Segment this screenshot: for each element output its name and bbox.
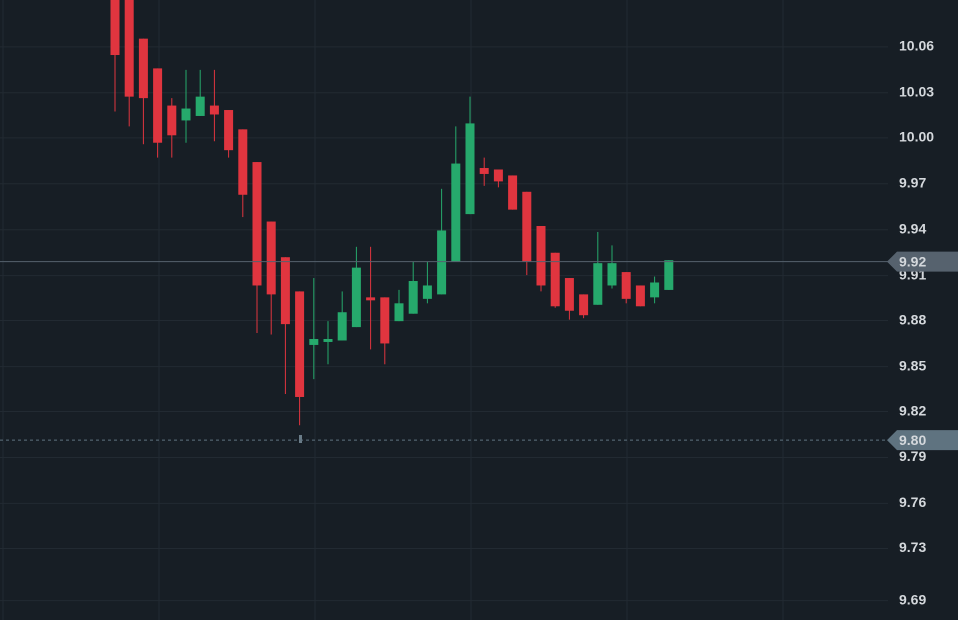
candle-body <box>309 338 319 345</box>
candle-body <box>664 260 674 290</box>
y-tick-label: 10.03 <box>899 83 934 99</box>
candle-body <box>408 281 418 314</box>
candle-body <box>138 38 148 99</box>
candle-body <box>224 110 234 151</box>
low-marker <box>299 435 302 443</box>
y-tick-label: 9.97 <box>899 174 926 190</box>
candle-body <box>550 252 560 307</box>
candle-body <box>465 123 475 215</box>
y-tick-label: 9.82 <box>899 402 926 418</box>
candle-body <box>337 312 347 341</box>
price-tag-label: 9.92 <box>899 253 926 269</box>
candle-body <box>351 267 361 328</box>
price-tag-label: 9.80 <box>899 432 926 448</box>
candle-body <box>607 263 617 286</box>
candle-body <box>564 278 574 311</box>
y-tick-label: 9.88 <box>899 311 926 327</box>
candle-body <box>493 169 503 182</box>
candle-body <box>593 263 603 305</box>
candle-body <box>323 338 333 342</box>
candle-body <box>266 221 276 295</box>
candle-body <box>295 291 305 397</box>
candle-body <box>536 225 546 286</box>
candle-body <box>110 0 120 56</box>
candle-body <box>621 272 631 299</box>
y-tick-label: 9.94 <box>899 220 926 236</box>
candle-body <box>181 108 191 121</box>
candle-body <box>650 282 660 298</box>
candle-body <box>380 297 390 344</box>
y-tick-label: 9.73 <box>899 539 926 555</box>
y-tick-label: 9.76 <box>899 494 926 510</box>
candle-body <box>394 303 404 322</box>
candle-body <box>451 163 461 262</box>
candle-body <box>252 162 262 286</box>
candle-body <box>479 168 489 174</box>
candle-body <box>437 230 447 295</box>
y-tick-label: 9.69 <box>899 591 926 607</box>
y-tick-label: 10.06 <box>899 38 934 54</box>
candle-body <box>124 0 134 97</box>
price-tag <box>887 251 958 272</box>
y-tick-label: 9.85 <box>899 357 926 373</box>
candle-body <box>366 297 376 301</box>
y-tick-label: 10.00 <box>899 129 934 145</box>
candle-body <box>508 175 518 210</box>
candle-body <box>153 68 163 143</box>
candle-body <box>167 105 177 136</box>
y-tick-label: 9.79 <box>899 448 926 464</box>
price-tag <box>887 430 958 451</box>
candle-body <box>579 294 589 316</box>
candle-body <box>195 96 205 116</box>
candle-body <box>209 105 219 115</box>
candle-body <box>422 285 432 299</box>
candle-body <box>238 129 248 195</box>
candle-body <box>280 257 290 325</box>
candle-body <box>522 191 532 262</box>
candle-body <box>635 285 645 307</box>
